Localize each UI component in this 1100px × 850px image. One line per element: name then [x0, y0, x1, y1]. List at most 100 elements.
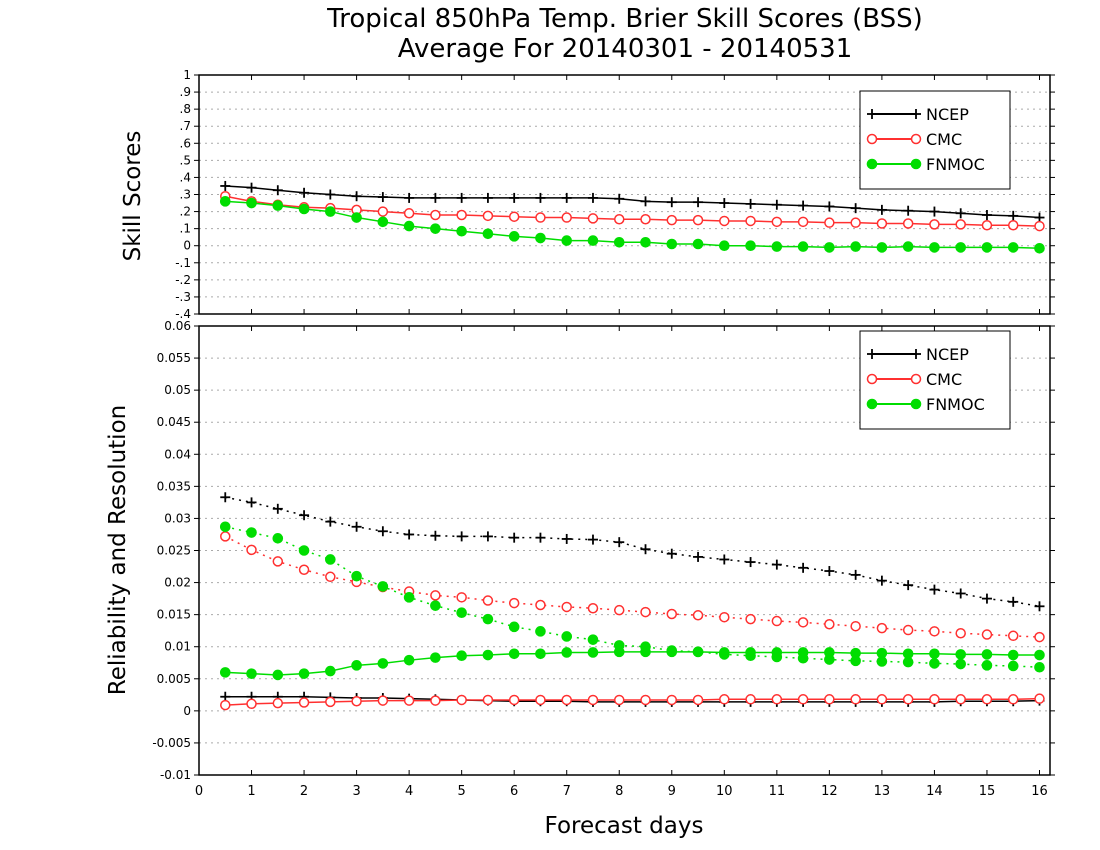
plus-marker — [824, 566, 835, 577]
xtick-label: 0 — [195, 784, 203, 799]
plus-marker — [876, 575, 887, 586]
open-circle-marker — [745, 613, 756, 625]
filled-circle-marker — [666, 238, 678, 250]
top-plot-frame — [198, 74, 1051, 315]
plus-marker — [867, 349, 877, 359]
filled-circle-marker — [1034, 649, 1045, 661]
top-ytick-label: .5 — [180, 153, 191, 167]
filled-circle-marker — [981, 660, 993, 671]
filled-circle-marker — [325, 665, 336, 677]
open-circle-marker — [246, 698, 257, 710]
bottom-legend-entry-fnmoc: FNMOC — [866, 395, 985, 414]
series-line — [225, 200, 1040, 250]
bottom-ytick-label: 0.01 — [164, 640, 191, 654]
open-circle-marker — [613, 604, 625, 616]
plus-marker — [430, 192, 441, 203]
open-circle-marker — [220, 531, 231, 542]
filled-circle-marker — [955, 658, 966, 670]
xtick-label: 11 — [769, 784, 786, 799]
open-circle-marker — [377, 206, 389, 217]
open-circle-marker — [456, 694, 467, 706]
filled-circle-marker — [351, 570, 362, 582]
top-legend-entry-fnmoc: FNMOC — [866, 155, 985, 174]
filled-circle-marker — [482, 613, 494, 625]
filled-circle-marker — [771, 241, 783, 252]
open-circle-marker — [902, 218, 914, 229]
filled-circle-marker — [797, 241, 809, 252]
filled-circle-marker — [430, 600, 441, 611]
filled-circle-marker — [430, 652, 441, 663]
open-circle-marker — [535, 599, 546, 611]
top-panel-ylabel: Skill Scores — [120, 131, 146, 262]
top-ytick-label: .3 — [180, 188, 191, 202]
filled-circle-marker — [587, 634, 599, 645]
filled-circle-marker — [745, 647, 756, 658]
plus-marker — [404, 529, 415, 540]
filled-circle-marker — [246, 668, 257, 679]
open-circle-marker — [1007, 630, 1019, 642]
open-circle-marker — [640, 214, 651, 225]
open-circle-marker — [613, 214, 625, 225]
filled-circle-marker — [403, 592, 415, 603]
open-circle-marker — [351, 695, 362, 707]
open-circle-marker — [403, 695, 415, 706]
open-circle-marker — [535, 694, 546, 706]
filled-circle-marker — [910, 398, 922, 410]
bottom-series-ncep-resolution — [220, 492, 1045, 612]
open-circle-marker — [929, 626, 940, 637]
open-circle-marker — [824, 217, 835, 228]
filled-circle-marker — [866, 398, 878, 410]
filled-circle-marker — [272, 669, 284, 681]
open-circle-marker — [666, 608, 678, 620]
filled-circle-marker — [955, 649, 966, 660]
xtick-label: 9 — [668, 784, 676, 799]
open-circle-marker — [587, 602, 599, 614]
filled-circle-marker — [272, 200, 284, 211]
legend-label: NCEP — [926, 345, 969, 364]
legend-label: FNMOC — [926, 395, 985, 414]
xtick-label: 5 — [458, 784, 466, 799]
plus-marker — [640, 196, 651, 207]
open-circle-marker — [561, 601, 572, 613]
filled-circle-marker — [298, 668, 310, 679]
filled-circle-marker — [692, 646, 704, 658]
open-circle-marker — [508, 211, 520, 222]
filled-circle-marker — [640, 646, 651, 658]
xtick-label: 7 — [563, 784, 571, 799]
plus-marker — [911, 109, 921, 119]
open-circle-marker — [430, 209, 441, 221]
plus-marker — [377, 526, 388, 537]
filled-circle-marker — [613, 237, 625, 248]
filled-circle-marker — [482, 228, 494, 240]
open-circle-marker — [719, 694, 730, 705]
plus-marker — [955, 588, 966, 599]
legend-label: FNMOC — [926, 155, 985, 174]
bottom-panel-ylabel: Reliability and Resolution — [105, 405, 131, 695]
bottom-ytick-label: 0.015 — [157, 608, 191, 622]
open-circle-marker — [272, 556, 284, 567]
xtick-label: 16 — [1031, 784, 1048, 799]
plus-marker — [719, 198, 730, 209]
filled-circle-marker — [824, 242, 835, 253]
plus-marker — [824, 201, 835, 212]
open-circle-marker — [797, 617, 809, 628]
plus-marker — [587, 192, 598, 203]
open-circle-marker — [981, 629, 993, 640]
series-line — [225, 496, 1040, 608]
filled-circle-marker — [535, 232, 546, 244]
top-ytick-label: -.1 — [175, 256, 191, 270]
legend-label: CMC — [926, 130, 962, 149]
plus-marker — [220, 180, 231, 191]
top-ytick-label: 1 — [183, 68, 191, 82]
open-circle-marker — [325, 696, 336, 708]
plus-marker — [693, 197, 704, 208]
xtick-label: 13 — [874, 784, 891, 799]
xtick-label: 6 — [510, 784, 518, 799]
plus-marker — [745, 198, 756, 209]
open-circle-marker — [272, 697, 284, 709]
open-circle-marker — [666, 694, 678, 706]
filled-circle-marker — [866, 158, 878, 170]
plus-marker — [867, 109, 877, 119]
plus-marker — [561, 533, 572, 544]
series-line — [225, 651, 1040, 676]
